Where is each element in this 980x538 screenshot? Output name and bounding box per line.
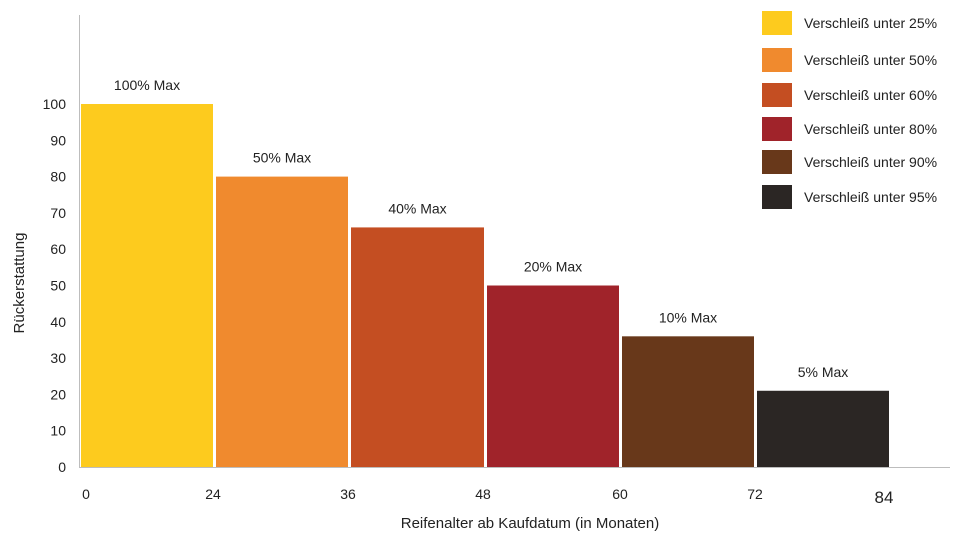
x-tick-36: 36 xyxy=(340,486,356,502)
bar-value-labels: 100% Max 50% Max 40% Max 20% Max 10% Max 5% M… xyxy=(114,77,848,380)
x-axis-title: Reifenalter ab Kaufdatum (in Monaten) xyxy=(401,515,659,532)
y-tick-10: 10 xyxy=(50,423,66,439)
legend-swatch-6 xyxy=(762,185,792,209)
y-tick-0: 0 xyxy=(58,459,66,475)
legend-swatch-4 xyxy=(762,117,792,141)
bars-layer xyxy=(81,104,889,467)
y-tick-20: 20 xyxy=(50,386,66,402)
legend-label-5: Verschleiß unter 90% xyxy=(804,154,937,170)
x-tick-60: 60 xyxy=(612,486,628,502)
legend-swatch-2 xyxy=(762,48,792,72)
legend-swatch-1 xyxy=(762,11,792,35)
legend-label-6: Verschleiß unter 95% xyxy=(804,189,937,205)
bar-6 xyxy=(757,390,889,467)
legend-swatch-3 xyxy=(762,83,792,107)
bar-3 xyxy=(351,227,484,467)
y-axis-title: Rückerstattung xyxy=(11,233,28,334)
y-tick-70: 70 xyxy=(50,205,66,221)
legend-label-2: Verschleiß unter 50% xyxy=(804,52,937,68)
bar-5 xyxy=(622,336,754,467)
bar-1 xyxy=(81,104,213,467)
legend-swatch-5 xyxy=(762,150,792,174)
axes-layer xyxy=(79,15,950,468)
y-tick-50: 50 xyxy=(50,278,66,294)
y-tick-80: 80 xyxy=(50,169,66,185)
bar-label-2: 50% Max xyxy=(253,150,311,166)
x-tick-84: 84 xyxy=(875,488,894,507)
y-tick-60: 60 xyxy=(50,241,66,257)
bar-label-5: 10% Max xyxy=(659,309,717,325)
legend: Verschleiß unter 25% Verschleiß unter 50%… xyxy=(762,11,937,209)
x-tick-0: 0 xyxy=(82,486,90,502)
y-tick-30: 30 xyxy=(50,350,66,366)
x-tick-72: 72 xyxy=(747,486,763,502)
legend-label-1: Verschleiß unter 25% xyxy=(804,15,937,31)
y-tick-100: 100 xyxy=(43,96,67,112)
y-tick-90: 90 xyxy=(50,132,66,148)
bar-label-3: 40% Max xyxy=(388,200,446,216)
x-tick-labels: 0 24 36 48 60 72 84 xyxy=(82,486,893,507)
legend-label-4: Verschleiß unter 80% xyxy=(804,121,937,137)
y-tick-40: 40 xyxy=(50,314,66,330)
bar-label-6: 5% Max xyxy=(798,364,849,380)
x-tick-24: 24 xyxy=(205,486,221,502)
bar-label-1: 100% Max xyxy=(114,77,180,93)
y-tick-labels: 0 10 20 30 40 50 60 70 80 90 100 xyxy=(43,96,67,475)
legend-label-3: Verschleiß unter 60% xyxy=(804,87,937,103)
x-tick-48: 48 xyxy=(475,486,491,502)
bar-2 xyxy=(216,176,348,467)
bar-label-4: 20% Max xyxy=(524,259,582,275)
bar-4 xyxy=(487,285,619,467)
